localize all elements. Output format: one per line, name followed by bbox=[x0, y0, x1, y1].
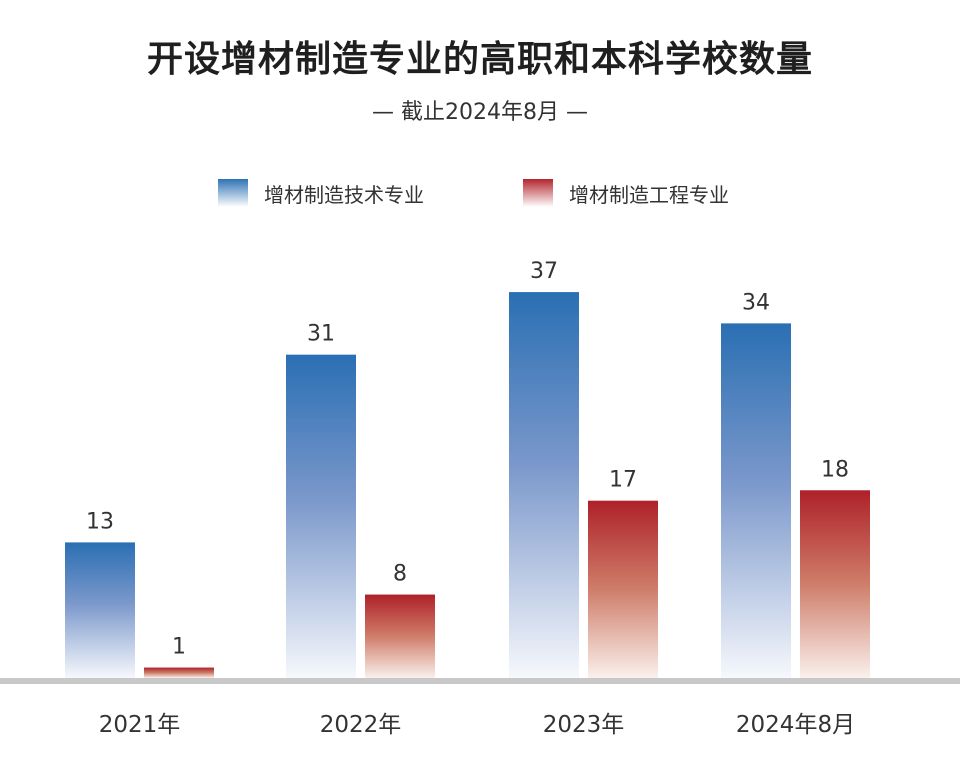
data-label-engineering-1: 1 bbox=[172, 635, 186, 660]
data-label-technology-4: 34 bbox=[742, 290, 770, 315]
data-label-technology-2: 31 bbox=[307, 322, 335, 347]
legend-label-technology: 增材制造技术专业 bbox=[264, 182, 424, 207]
chart-subtitle: — 截止2024年8月 — bbox=[372, 100, 588, 125]
bar-technology-4 bbox=[721, 323, 791, 678]
data-label-engineering-3: 17 bbox=[609, 468, 637, 493]
data-label-engineering-2: 8 bbox=[393, 562, 407, 587]
x-tick-label-4: 2024年8月 bbox=[736, 712, 855, 738]
legend-swatch-engineering bbox=[523, 179, 553, 207]
bar-engineering-4 bbox=[800, 490, 870, 678]
x-axis-baseline bbox=[0, 678, 960, 684]
bar-technology-1 bbox=[65, 542, 135, 678]
legend-label-engineering: 增材制造工程专业 bbox=[569, 182, 729, 207]
legend-item-technology: 增材制造技术专业 bbox=[218, 178, 424, 208]
bar-technology-3 bbox=[509, 292, 579, 678]
x-tick-label-1: 2021年 bbox=[99, 712, 181, 738]
bar-engineering-3 bbox=[588, 500, 658, 678]
data-label-technology-1: 13 bbox=[86, 509, 114, 534]
bar-engineering-1 bbox=[144, 667, 214, 678]
legend-item-engineering: 增材制造工程专业 bbox=[523, 178, 729, 208]
bar-engineering-2 bbox=[365, 594, 435, 678]
x-tick-label-3: 2023年 bbox=[543, 712, 625, 738]
x-tick-label-2: 2022年 bbox=[320, 712, 402, 738]
chart-title: 开设增材制造专业的高职和本科学校数量 bbox=[146, 39, 813, 80]
bar-technology-2 bbox=[286, 354, 356, 678]
data-label-engineering-4: 18 bbox=[821, 457, 849, 482]
data-label-technology-3: 37 bbox=[530, 259, 558, 284]
legend-swatch-technology bbox=[218, 179, 248, 207]
